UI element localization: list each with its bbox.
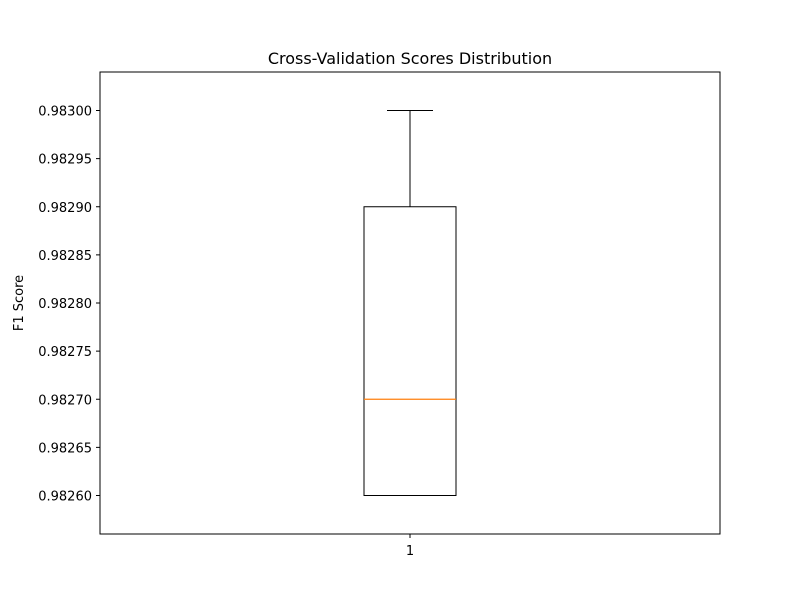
y-tick-label: 0.98270	[38, 393, 92, 408]
y-axis-ticks: 0.98260 0.98265 0.98270 0.98275 0.98280 0.982…	[38, 105, 100, 505]
y-tick-label: 0.98290	[38, 201, 92, 216]
y-axis-label: F1 Score	[12, 275, 27, 331]
y-tick-label: 0.98285	[38, 249, 92, 264]
box-iqr	[363, 206, 457, 496]
y-tick-label: 0.98280	[38, 297, 92, 312]
y-tick-label: 0.98260	[38, 490, 92, 505]
box-plot	[363, 110, 457, 496]
y-tick-label: 0.98275	[38, 345, 92, 360]
chart-title: Cross-Validation Scores Distribution	[268, 49, 552, 68]
y-tick-label: 0.98295	[38, 153, 92, 168]
x-axis-ticks: 1	[406, 534, 414, 559]
y-tick-label: 0.98300	[38, 105, 92, 120]
x-tick-label: 1	[406, 544, 414, 559]
plot-area-frame	[99, 71, 721, 535]
y-tick-label: 0.98265	[38, 441, 92, 456]
